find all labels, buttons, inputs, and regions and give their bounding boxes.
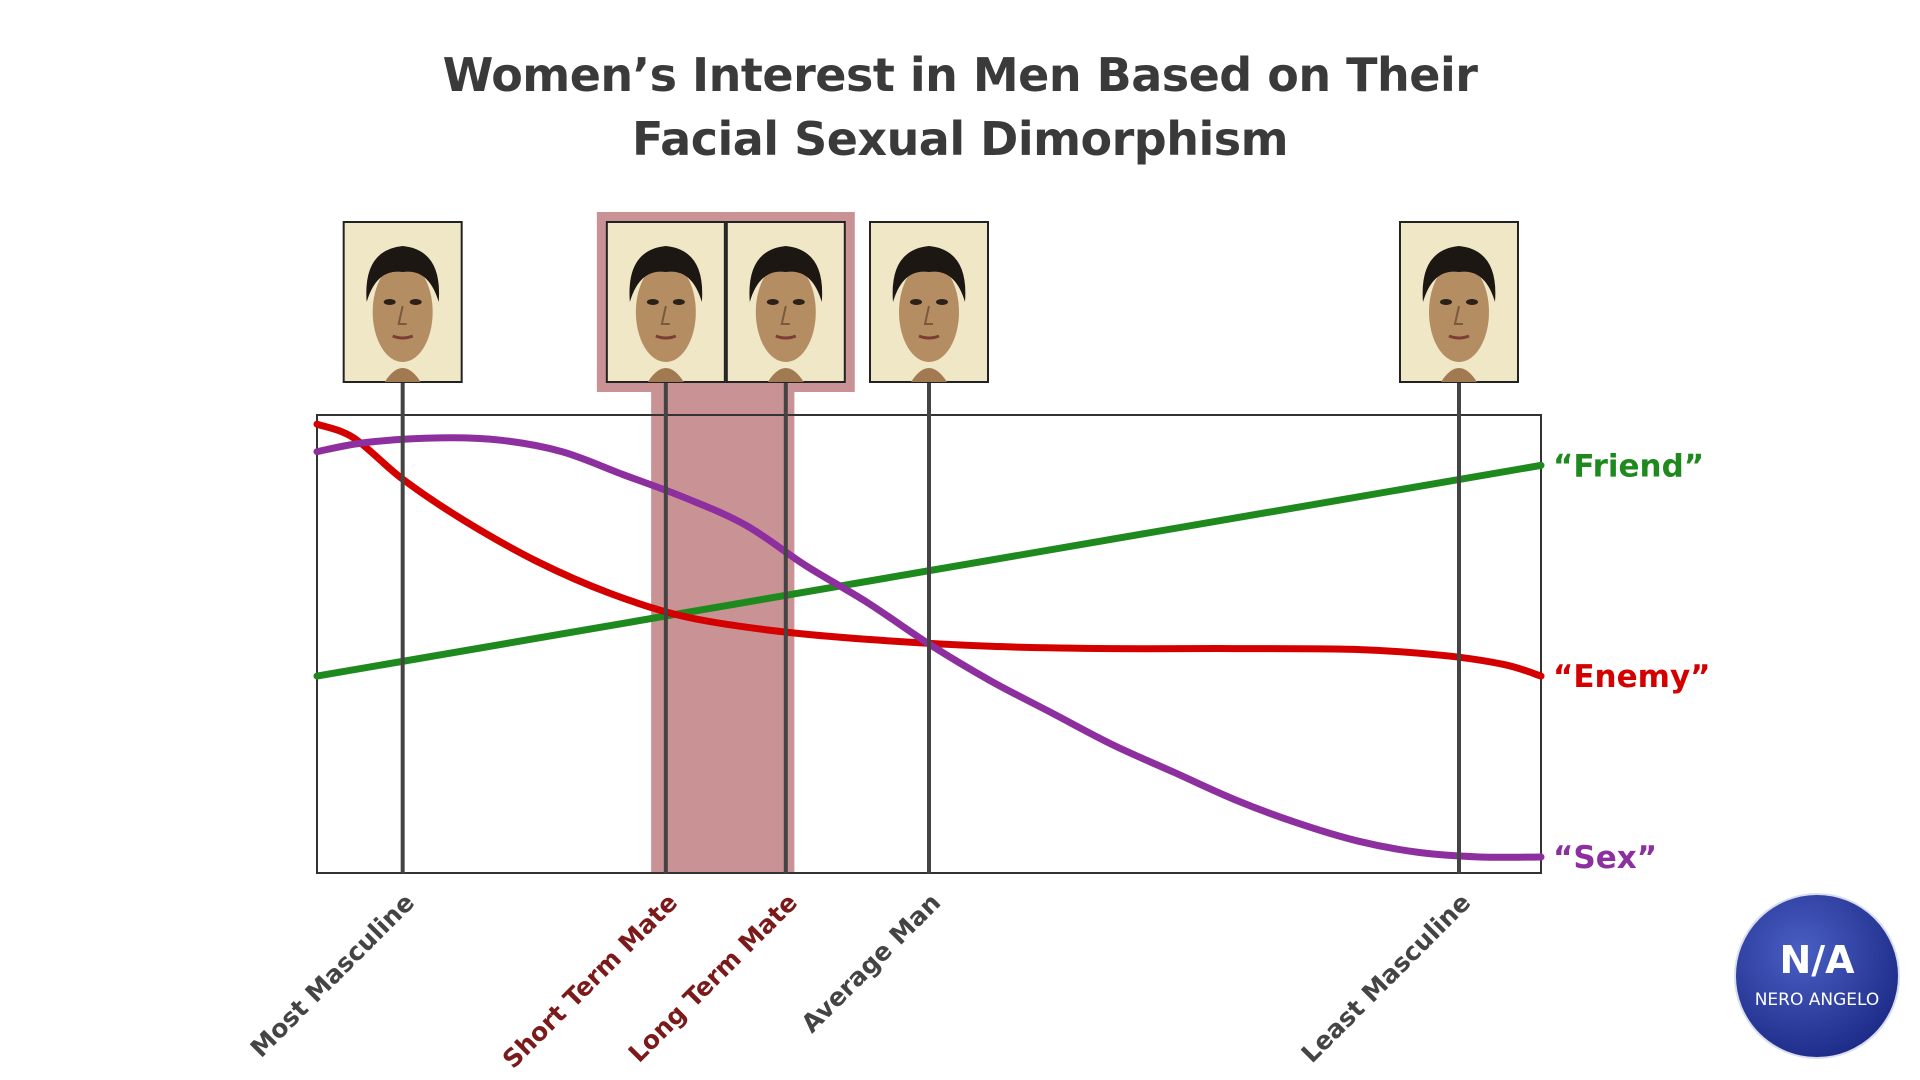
logo-name: NERO ANGELO — [1755, 990, 1880, 1010]
series-label-2: “Sex” — [1553, 840, 1657, 876]
face-photo-2 — [725, 221, 846, 383]
logo-monogram: N/A — [1779, 938, 1855, 982]
logo-badge — [1734, 893, 1900, 1059]
chart-title-line-2: Facial Sexual Dimorphism — [631, 112, 1289, 166]
highlight-band — [651, 415, 795, 873]
marker-label-0: Most Masculine — [245, 888, 420, 1063]
face-photo-4 — [1398, 221, 1519, 383]
face-photo-3 — [869, 221, 989, 383]
chart-title-line-1: Women’s Interest in Men Based on Their — [442, 48, 1478, 102]
face-photo-0 — [342, 221, 463, 383]
series-label-1: “Enemy” — [1553, 659, 1711, 695]
logo: N/A NERO ANGELO — [1734, 893, 1900, 1059]
series-line-1 — [313, 420, 1545, 680]
series-label-0: “Friend” — [1553, 448, 1704, 484]
marker-label-4: Least Masculine — [1296, 888, 1477, 1069]
face-photo-1 — [605, 221, 726, 383]
marker-label-3: Average Man — [796, 888, 947, 1039]
highlight-band-connector — [651, 390, 795, 415]
